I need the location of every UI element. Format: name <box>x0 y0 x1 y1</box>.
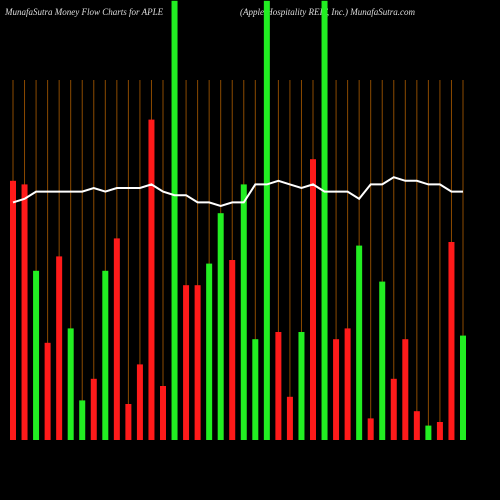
bar <box>229 260 236 440</box>
bar <box>206 263 213 440</box>
bar <box>344 328 351 440</box>
bar <box>90 378 97 440</box>
bar <box>356 245 363 440</box>
bar <box>379 281 386 440</box>
bar <box>460 335 466 440</box>
bar <box>310 159 316 440</box>
bar <box>102 270 109 440</box>
bar <box>160 386 166 440</box>
bar <box>425 425 432 440</box>
bar <box>367 418 374 440</box>
bar <box>10 180 16 441</box>
bar <box>33 270 40 440</box>
bar <box>148 119 155 440</box>
chart-subtitle: (Apple Hospitality REIT, Inc.) MunafaSut… <box>240 7 416 17</box>
bar <box>67 328 74 440</box>
bar <box>333 339 340 440</box>
bar <box>286 396 293 440</box>
bar <box>263 0 270 441</box>
bar <box>125 404 132 440</box>
bar <box>56 256 63 440</box>
bar <box>21 184 28 440</box>
bar <box>448 242 455 440</box>
bar <box>390 378 397 440</box>
bar <box>44 342 51 440</box>
bar <box>217 213 224 440</box>
bar <box>240 184 247 440</box>
bar <box>402 339 409 440</box>
bar <box>79 400 86 440</box>
bar <box>436 422 443 440</box>
bar <box>194 285 201 440</box>
money-flow-line <box>12 176 463 208</box>
bar <box>275 332 282 440</box>
bar <box>413 411 420 440</box>
chart-title: MunafaSutra Money Flow Charts for APLE <box>4 7 164 17</box>
bar <box>136 364 143 440</box>
bar <box>321 0 328 441</box>
bar <box>171 0 178 441</box>
bar <box>113 238 120 440</box>
bar <box>183 285 190 440</box>
bar <box>298 332 305 440</box>
bar <box>252 339 259 440</box>
